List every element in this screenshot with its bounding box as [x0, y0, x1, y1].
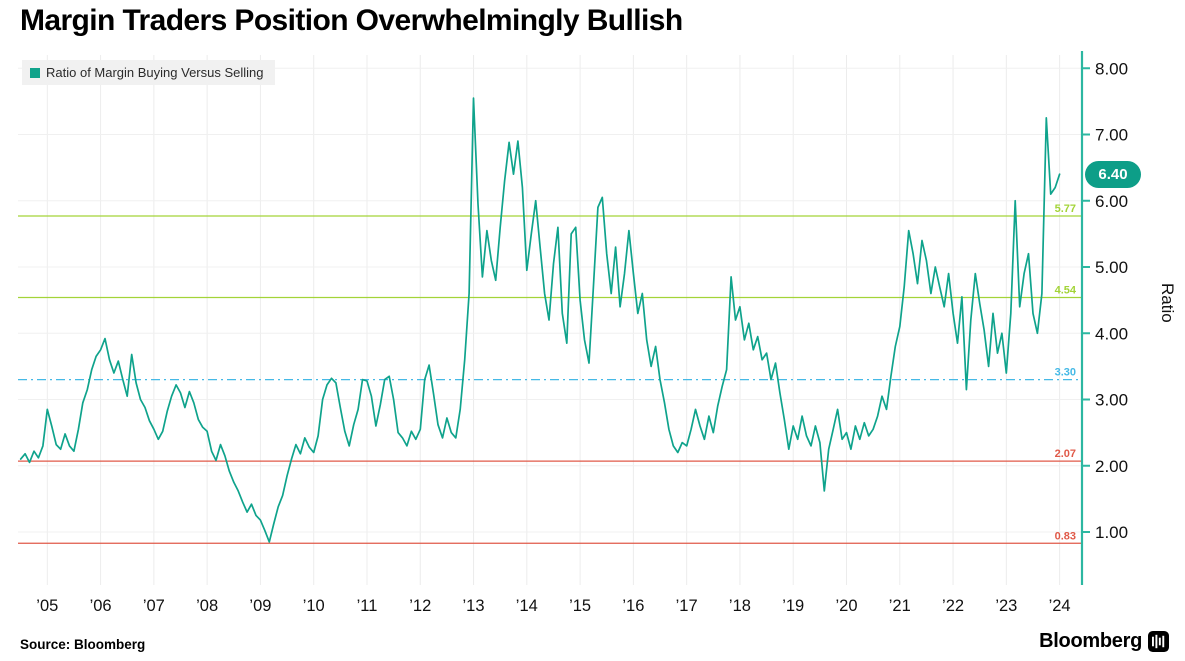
x-tick-label: ’19 — [782, 597, 804, 615]
x-tick-label: ’20 — [835, 597, 857, 615]
y-tick-label: 4.00 — [1095, 324, 1128, 343]
gridlines — [18, 55, 1082, 585]
bloomberg-logo-icon — [1148, 631, 1169, 652]
reference-line-label: 0.83 — [1055, 530, 1076, 542]
reference-line-label: 2.07 — [1055, 448, 1076, 460]
x-axis: ’05 ’06 ’07 ’08 ’09 ’10 ’11 ’12 ’13 ’14 ’15 ’16 ’17 ’… — [36, 597, 1070, 615]
x-tick-label: ’07 — [143, 597, 165, 615]
reference-line-label: 4.54 — [1055, 284, 1077, 296]
x-tick-label: ’12 — [409, 597, 431, 615]
reference-lines: 5.77 4.54 3.30 2.07 0.83 — [18, 203, 1082, 544]
source-note: Source: Bloomberg — [20, 637, 146, 652]
x-tick-label: ’10 — [303, 597, 325, 615]
y-tick-label: 6.00 — [1095, 192, 1128, 211]
y-tick-label: 7.00 — [1095, 126, 1128, 145]
y-tick-label: 5.00 — [1095, 258, 1128, 277]
page-title: Margin Traders Position Overwhelmingly B… — [20, 4, 683, 37]
ratio-series-line — [19, 97, 1061, 543]
y-tick-label: 1.00 — [1095, 523, 1128, 542]
legend-label: Ratio of Margin Buying Versus Selling — [46, 65, 264, 80]
y-tick-label: 8.00 — [1095, 59, 1128, 78]
x-tick-label: ’22 — [942, 597, 964, 615]
x-tick-label: ’21 — [889, 597, 911, 615]
x-tick-label: ’11 — [357, 597, 378, 615]
legend: Ratio of Margin Buying Versus Selling — [22, 60, 275, 85]
reference-line-label: 5.77 — [1055, 203, 1076, 215]
x-tick-label: ’09 — [249, 597, 271, 615]
x-tick-label: ’08 — [196, 597, 218, 615]
y-tick-label: 3.00 — [1095, 391, 1128, 410]
y-axis-title: Ratio — [1158, 283, 1177, 323]
x-tick-label: ’15 — [569, 597, 591, 615]
y-tick-label: 2.00 — [1095, 457, 1128, 476]
y-axis: 1.00 2.00 3.00 4.00 5.00 6.00 7.00 8.00 — [1080, 51, 1128, 585]
bloomberg-wordmark-text: Bloomberg — [1039, 630, 1142, 652]
bloomberg-wordmark: Bloomberg — [1039, 630, 1169, 653]
x-tick-label: ’24 — [1049, 597, 1071, 615]
x-tick-label: ’18 — [729, 597, 751, 615]
x-tick-label: ’14 — [516, 597, 538, 615]
x-tick-label: ’13 — [463, 597, 485, 615]
reference-line-label: 3.30 — [1055, 367, 1076, 379]
x-tick-label: ’06 — [90, 597, 112, 615]
x-tick-label: ’16 — [622, 597, 644, 615]
last-value-badge: 6.40 — [1085, 160, 1141, 188]
x-tick-label: ’23 — [995, 597, 1017, 615]
x-tick-label: ’17 — [676, 597, 698, 615]
legend-swatch-icon — [30, 67, 40, 78]
x-tick-label: ’05 — [36, 597, 58, 615]
